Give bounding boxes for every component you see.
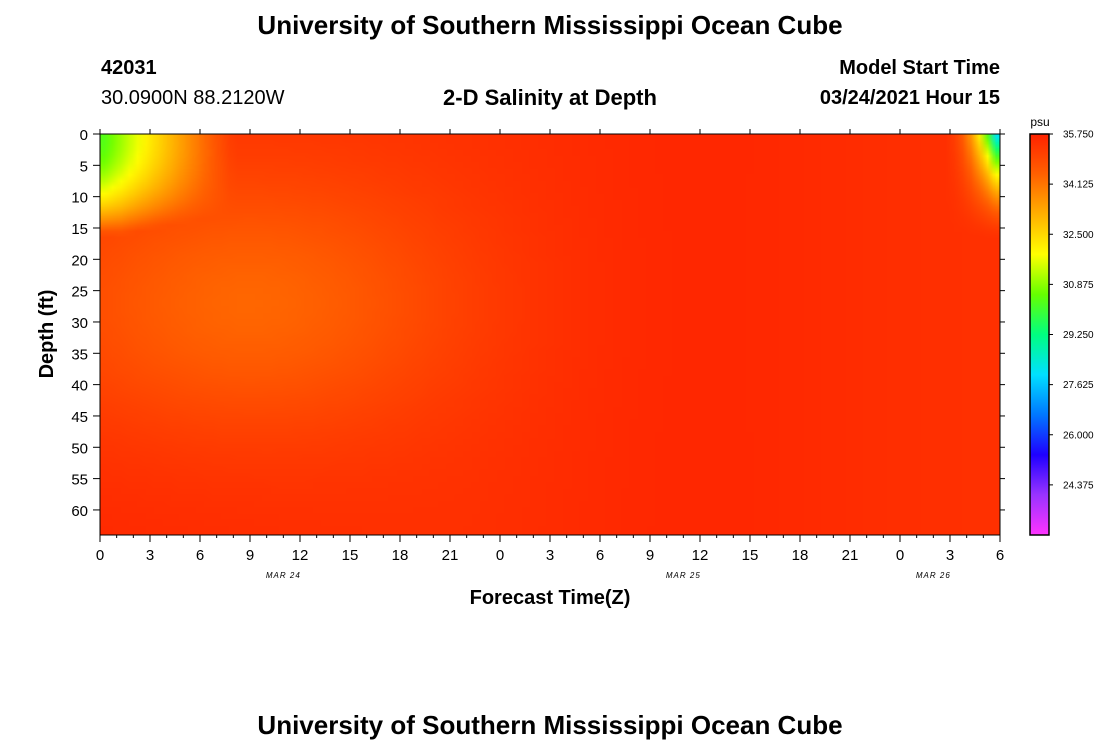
x-tick-label: 9	[646, 547, 654, 564]
page-title: University of Southern Mississippi Ocean…	[257, 10, 843, 40]
colorbar-label: 26.000	[1063, 430, 1094, 441]
colorbar-label: 34.125	[1063, 180, 1094, 191]
x-tick-label: 3	[146, 547, 154, 564]
y-axis-label: Depth (ft)	[36, 290, 58, 379]
x-axis: 0 3 6 9 12 15 18 21 0 3 6 9 12 15 18 21 0 3 6 MAR 24 MAR 25 M…	[96, 129, 1004, 580]
colorbar-label: 29.250	[1063, 330, 1094, 341]
y-tick-label: 30	[71, 315, 88, 332]
x-tick-label: 18	[392, 547, 409, 564]
plot-title: 2-D Salinity at Depth	[443, 85, 657, 110]
x-tick-label: 15	[342, 547, 359, 564]
x-tick-label: 21	[842, 547, 859, 564]
x-tick-label: 18	[792, 547, 809, 564]
x-tick-label: 3	[546, 547, 554, 564]
x-date-label: MAR 26	[916, 571, 951, 580]
x-tick-label: 0	[96, 547, 104, 564]
x-tick-label: 9	[246, 547, 254, 564]
x-tick-label: 6	[196, 547, 204, 564]
x-tick-label: 0	[496, 547, 504, 564]
colorbar-label: 30.875	[1063, 280, 1094, 291]
x-tick-label: 0	[896, 547, 904, 564]
y-tick-label: 45	[71, 409, 88, 426]
x-tick-label: 6	[996, 547, 1004, 564]
x-tick-label: 21	[442, 547, 459, 564]
colorbar-unit: psu	[1030, 115, 1049, 129]
y-tick-label: 15	[71, 221, 88, 238]
model-start-time: 03/24/2021 Hour 15	[819, 87, 1000, 109]
y-tick-label: 40	[71, 378, 88, 395]
model-start-label: Model Start Time	[839, 57, 1000, 79]
x-tick-label: 12	[292, 547, 309, 564]
x-date-label: MAR 24	[266, 571, 301, 580]
colorbar-label: 24.375	[1063, 480, 1094, 491]
heatmap-field	[100, 134, 1000, 535]
x-tick-label: 6	[596, 547, 604, 564]
colorbar-label: 32.500	[1063, 230, 1094, 241]
x-axis-label: Forecast Time(Z)	[470, 587, 631, 609]
y-axis: 0 5 10 15 20 25 30 35 40 45 50 55 60	[71, 127, 1005, 520]
x-date-label: MAR 25	[666, 571, 701, 580]
y-tick-label: 60	[71, 503, 88, 520]
colorbar-label: 27.625	[1063, 380, 1094, 391]
station-id: 42031	[101, 57, 157, 79]
y-tick-label: 35	[71, 346, 88, 363]
y-tick-label: 20	[71, 252, 88, 269]
y-tick-label: 5	[80, 158, 88, 175]
x-tick-label: 3	[946, 547, 954, 564]
colorbar-gradient	[1029, 133, 1050, 536]
x-tick-label: 15	[742, 547, 759, 564]
y-tick-label: 10	[71, 190, 88, 207]
y-tick-label: 55	[71, 472, 88, 489]
y-tick-label: 0	[80, 127, 88, 144]
colorbar: psu 35.750 34.125 32.500 30.875 29.250 27.625…	[1029, 115, 1094, 536]
x-tick-label: 12	[692, 547, 709, 564]
y-tick-label: 25	[71, 284, 88, 301]
station-location: 30.0900N 88.2120W	[101, 87, 285, 109]
footer-title: University of Southern Mississippi Ocean…	[257, 710, 843, 740]
y-tick-label: 50	[71, 440, 88, 457]
colorbar-label: 35.750	[1063, 130, 1094, 141]
